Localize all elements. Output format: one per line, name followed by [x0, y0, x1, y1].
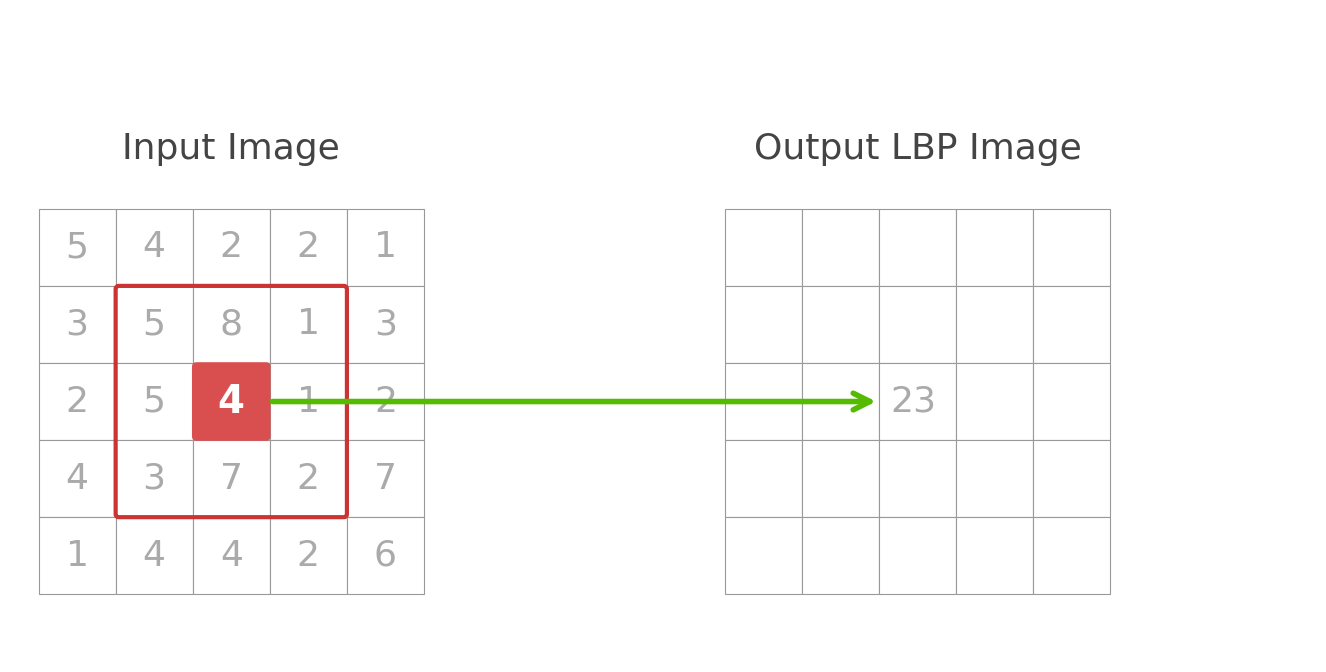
- Bar: [725, 286, 802, 363]
- Text: 1: 1: [374, 230, 396, 264]
- Bar: [38, 209, 115, 286]
- Bar: [956, 286, 1033, 363]
- Bar: [1033, 517, 1110, 594]
- Text: 2: 2: [297, 539, 320, 573]
- Text: 3: 3: [374, 307, 396, 341]
- Bar: [347, 440, 424, 517]
- Bar: [269, 440, 347, 517]
- Bar: [879, 517, 956, 594]
- Bar: [115, 517, 192, 594]
- Bar: [725, 209, 802, 286]
- Text: Output LBP Image: Output LBP Image: [753, 132, 1081, 167]
- Text: 5: 5: [65, 230, 89, 264]
- Text: 7: 7: [220, 462, 243, 496]
- Bar: [38, 286, 115, 363]
- Bar: [347, 363, 424, 440]
- Text: 3: 3: [65, 307, 89, 341]
- Bar: [879, 286, 956, 363]
- Bar: [192, 286, 269, 363]
- Bar: [802, 286, 879, 363]
- Bar: [725, 517, 802, 594]
- Bar: [115, 209, 192, 286]
- Bar: [879, 209, 956, 286]
- Bar: [956, 440, 1033, 517]
- Bar: [269, 286, 347, 363]
- Text: 2: 2: [297, 230, 320, 264]
- Bar: [38, 517, 115, 594]
- Bar: [347, 517, 424, 594]
- Text: 3: 3: [143, 462, 166, 496]
- Bar: [725, 363, 802, 440]
- Text: 1: 1: [297, 307, 320, 341]
- Bar: [802, 440, 879, 517]
- Bar: [802, 363, 879, 440]
- Bar: [192, 440, 269, 517]
- Bar: [269, 517, 347, 594]
- Text: 7: 7: [374, 462, 396, 496]
- FancyBboxPatch shape: [192, 362, 271, 441]
- Bar: [192, 363, 269, 440]
- Bar: [115, 286, 192, 363]
- Bar: [725, 440, 802, 517]
- Bar: [347, 286, 424, 363]
- Bar: [956, 363, 1033, 440]
- Text: 2: 2: [220, 230, 243, 264]
- Bar: [956, 209, 1033, 286]
- Bar: [115, 363, 192, 440]
- Text: 5: 5: [143, 384, 166, 419]
- Bar: [879, 440, 956, 517]
- Bar: [802, 209, 879, 286]
- Text: 5: 5: [143, 307, 166, 341]
- Bar: [269, 209, 347, 286]
- Text: 4: 4: [220, 539, 243, 573]
- Bar: [1033, 286, 1110, 363]
- Bar: [347, 209, 424, 286]
- Bar: [38, 440, 115, 517]
- Text: 4: 4: [143, 539, 166, 573]
- Text: Input Image: Input Image: [122, 132, 341, 167]
- Bar: [956, 517, 1033, 594]
- Text: 8: 8: [220, 307, 243, 341]
- Bar: [115, 440, 192, 517]
- Text: 2: 2: [297, 462, 320, 496]
- Bar: [1033, 363, 1110, 440]
- Text: 4: 4: [217, 382, 245, 421]
- Text: 6: 6: [374, 539, 396, 573]
- Text: 4: 4: [143, 230, 166, 264]
- Bar: [192, 209, 269, 286]
- Bar: [1033, 440, 1110, 517]
- Text: 2: 2: [65, 384, 89, 419]
- Text: 1: 1: [297, 384, 320, 419]
- Bar: [269, 363, 347, 440]
- Text: 1: 1: [65, 539, 89, 573]
- Bar: [1033, 209, 1110, 286]
- Bar: [802, 517, 879, 594]
- Bar: [192, 517, 269, 594]
- Bar: [879, 363, 956, 440]
- Text: 4: 4: [65, 462, 89, 496]
- Text: 2: 2: [374, 384, 396, 419]
- Text: 23: 23: [891, 384, 936, 419]
- Bar: [38, 363, 115, 440]
